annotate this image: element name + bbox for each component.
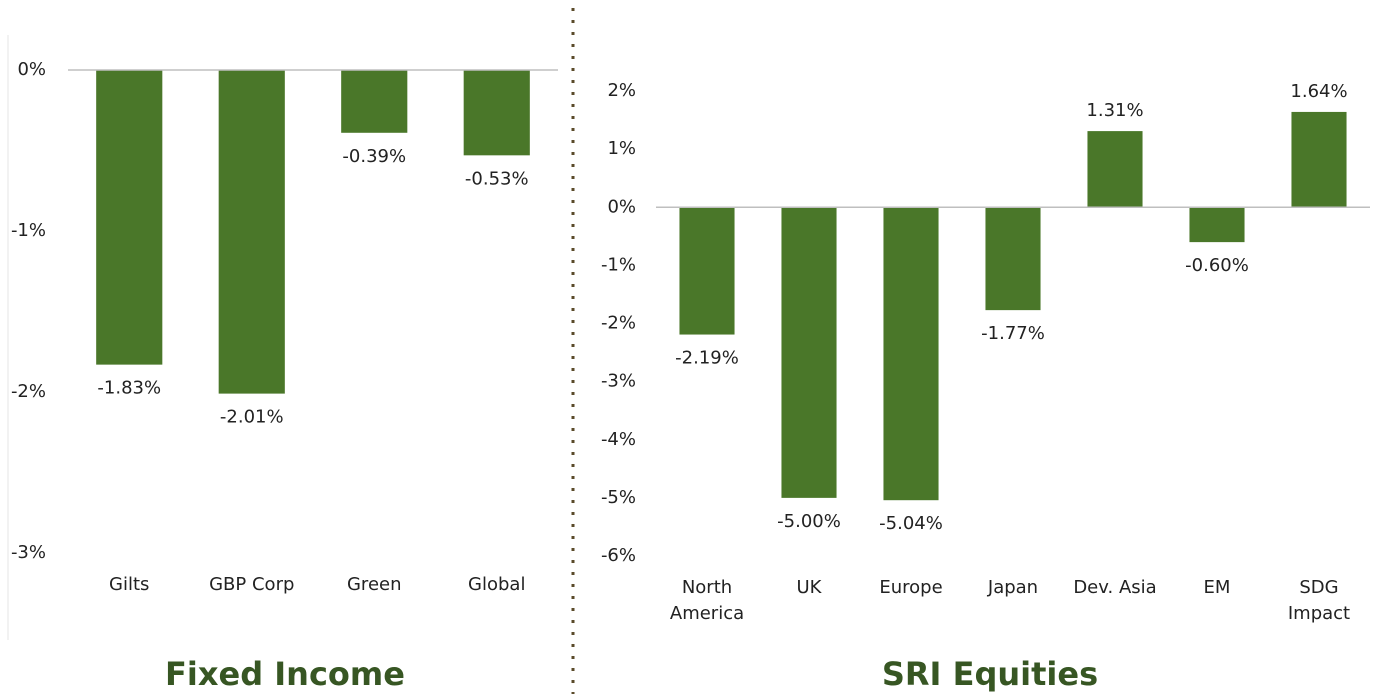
bar	[679, 207, 735, 335]
value-label: -5.00%	[777, 511, 841, 532]
value-label: -2.01%	[220, 407, 284, 428]
value-label: 1.64%	[1290, 81, 1347, 102]
y-tick-label: 2%	[607, 80, 636, 101]
y-tick-label: -1%	[601, 254, 636, 275]
x-tick-label: Green	[347, 574, 402, 595]
y-tick-label: -2%	[11, 381, 46, 402]
bar	[985, 207, 1041, 311]
x-tick-label: UK	[797, 577, 823, 598]
y-tick-label: 0%	[17, 59, 46, 80]
y-tick-label: -3%	[601, 371, 636, 392]
y-tick-label: 1%	[607, 138, 636, 159]
chart-title: Fixed Income	[165, 655, 405, 693]
bar	[883, 207, 939, 501]
y-tick-label: -6%	[601, 545, 636, 566]
value-label: -0.39%	[342, 146, 406, 167]
x-tick-label: GBP Corp	[209, 574, 294, 595]
value-label: 1.31%	[1086, 100, 1143, 121]
value-label: -5.04%	[879, 513, 943, 534]
x-tick-label: Global	[468, 574, 525, 595]
y-tick-label: -4%	[601, 429, 636, 450]
bar	[781, 207, 837, 498]
x-tick-label: North America	[670, 577, 744, 624]
x-tick-label: Gilts	[109, 574, 149, 595]
bar	[218, 70, 285, 394]
x-tick-label: Dev. Asia	[1073, 577, 1156, 598]
bar	[463, 70, 530, 156]
value-label: -2.19%	[675, 348, 739, 369]
bar	[96, 70, 163, 365]
x-tick-label: Europe	[879, 577, 942, 598]
y-tick-label: -3%	[11, 542, 46, 563]
x-tick-label: EM	[1204, 577, 1231, 598]
chart-title: SRI Equities	[882, 655, 1098, 693]
value-label: -0.53%	[465, 168, 529, 189]
value-label: -1.77%	[981, 323, 1045, 344]
y-tick-label: -2%	[601, 313, 636, 334]
y-tick-label: 0%	[607, 196, 636, 217]
bar	[1189, 207, 1245, 243]
value-label: -0.60%	[1185, 255, 1249, 276]
x-tick-label: SDG Impact	[1288, 577, 1350, 624]
x-tick-label: Japan	[987, 577, 1038, 598]
y-tick-label: -1%	[11, 220, 46, 241]
bar	[341, 70, 408, 133]
bar	[1087, 131, 1143, 208]
bar	[1291, 111, 1347, 208]
value-label: -1.83%	[97, 378, 161, 399]
y-tick-label: -5%	[601, 487, 636, 508]
